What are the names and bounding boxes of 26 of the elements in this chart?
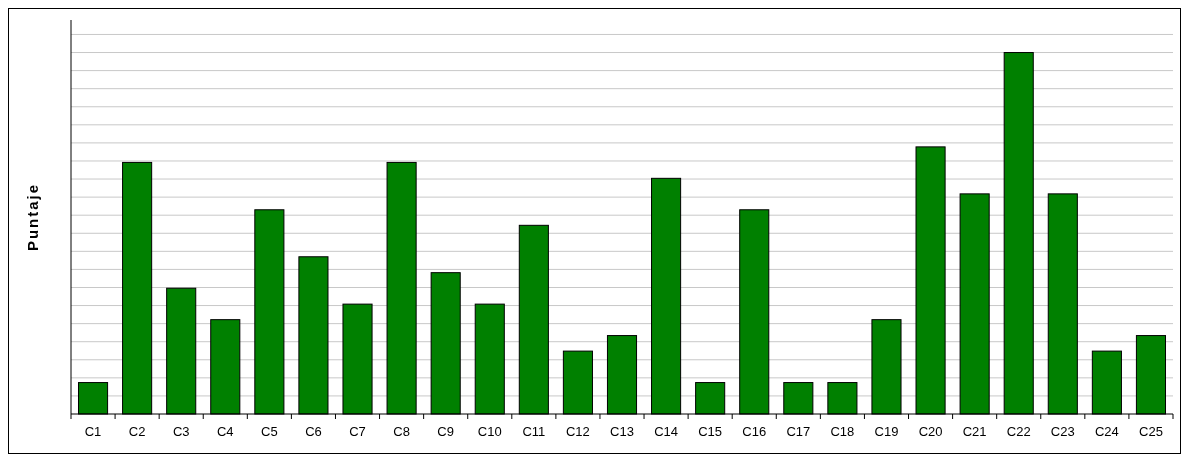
x-tick-label: C7 <box>349 424 366 439</box>
x-tick-label: C6 <box>305 424 322 439</box>
x-tick-label: C24 <box>1094 424 1119 439</box>
x-tick-label: C19 <box>874 424 899 439</box>
x-tick-label: C2 <box>128 424 146 439</box>
x-tick-label: C4 <box>216 424 234 439</box>
x-tick-label: C14 <box>654 424 679 439</box>
y-axis-title: Puntaje <box>24 182 41 252</box>
x-tick-label: C3 <box>172 424 190 439</box>
x-tick-label: C8 <box>393 424 410 439</box>
x-tick-label: C1 <box>84 424 102 439</box>
x-tick-label: C22 <box>1006 424 1031 439</box>
x-tick-label: C13 <box>610 424 634 439</box>
x-tick-label: C16 <box>742 424 767 439</box>
x-tick-label: C21 <box>962 424 987 439</box>
x-tick-label: C10 <box>477 424 502 439</box>
x-tick-label: C11 <box>522 424 546 439</box>
x-tick-label: C23 <box>1050 424 1075 439</box>
x-tick-label: C9 <box>437 424 454 439</box>
x-tick-label: C17 <box>786 424 811 439</box>
x-tick-label: C25 <box>1139 424 1163 439</box>
x-tick-label: C15 <box>698 424 723 439</box>
x-tick-label: C18 <box>830 424 855 439</box>
x-tick-label: C5 <box>261 424 278 439</box>
x-tick-label: C12 <box>565 424 590 439</box>
x-tick-label: C20 <box>918 424 943 439</box>
